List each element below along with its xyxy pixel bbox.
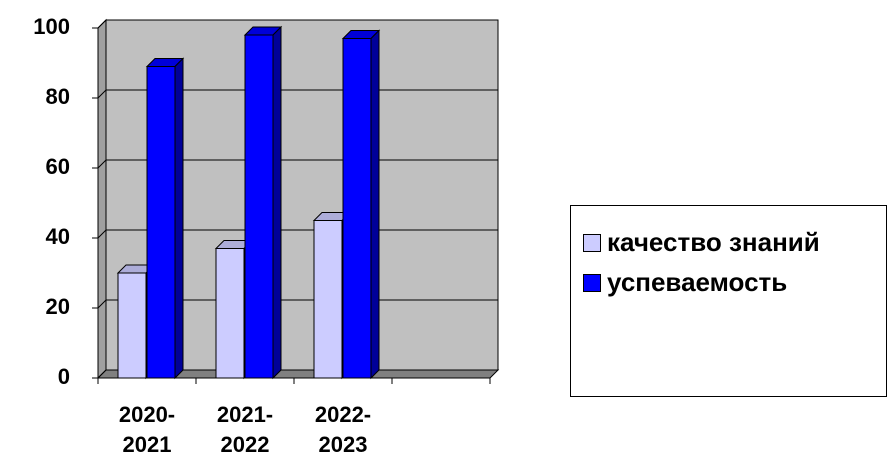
legend-swatch [583, 234, 601, 252]
legend-entry: успеваемость [583, 264, 886, 300]
bar [243, 25, 283, 380]
x-tick-label: 2022-2023 [314, 402, 372, 457]
y-tick-label: 0 [58, 364, 70, 389]
bar-front [313, 220, 343, 379]
grid-line [97, 19, 498, 29]
y-tick-label: 100 [33, 14, 70, 39]
y-tick-label: 40 [46, 224, 70, 249]
bar-front [117, 272, 147, 379]
bar-side [272, 25, 282, 380]
bar-front [244, 34, 274, 379]
legend-label: качество знаний [607, 227, 820, 257]
bar-front [342, 38, 372, 379]
y-tick-label: 60 [46, 154, 70, 179]
y-tick-label: 80 [46, 84, 70, 109]
bar-side [174, 57, 184, 380]
x-tick-label: 2020-2021 [118, 402, 176, 457]
x-tick-label: 2021-2022 [216, 402, 274, 457]
bar-front [146, 66, 176, 379]
bar [341, 29, 381, 380]
side-wall [97, 18, 107, 380]
bar [145, 57, 185, 380]
legend-entry: качество знаний [583, 224, 886, 260]
legend: качество знаний успеваемость [570, 205, 887, 397]
legend-swatch [583, 274, 601, 292]
y-tick-label: 20 [46, 294, 70, 319]
bar-side [370, 29, 380, 380]
legend-label: успеваемость [607, 267, 788, 297]
bar-front [215, 248, 245, 379]
